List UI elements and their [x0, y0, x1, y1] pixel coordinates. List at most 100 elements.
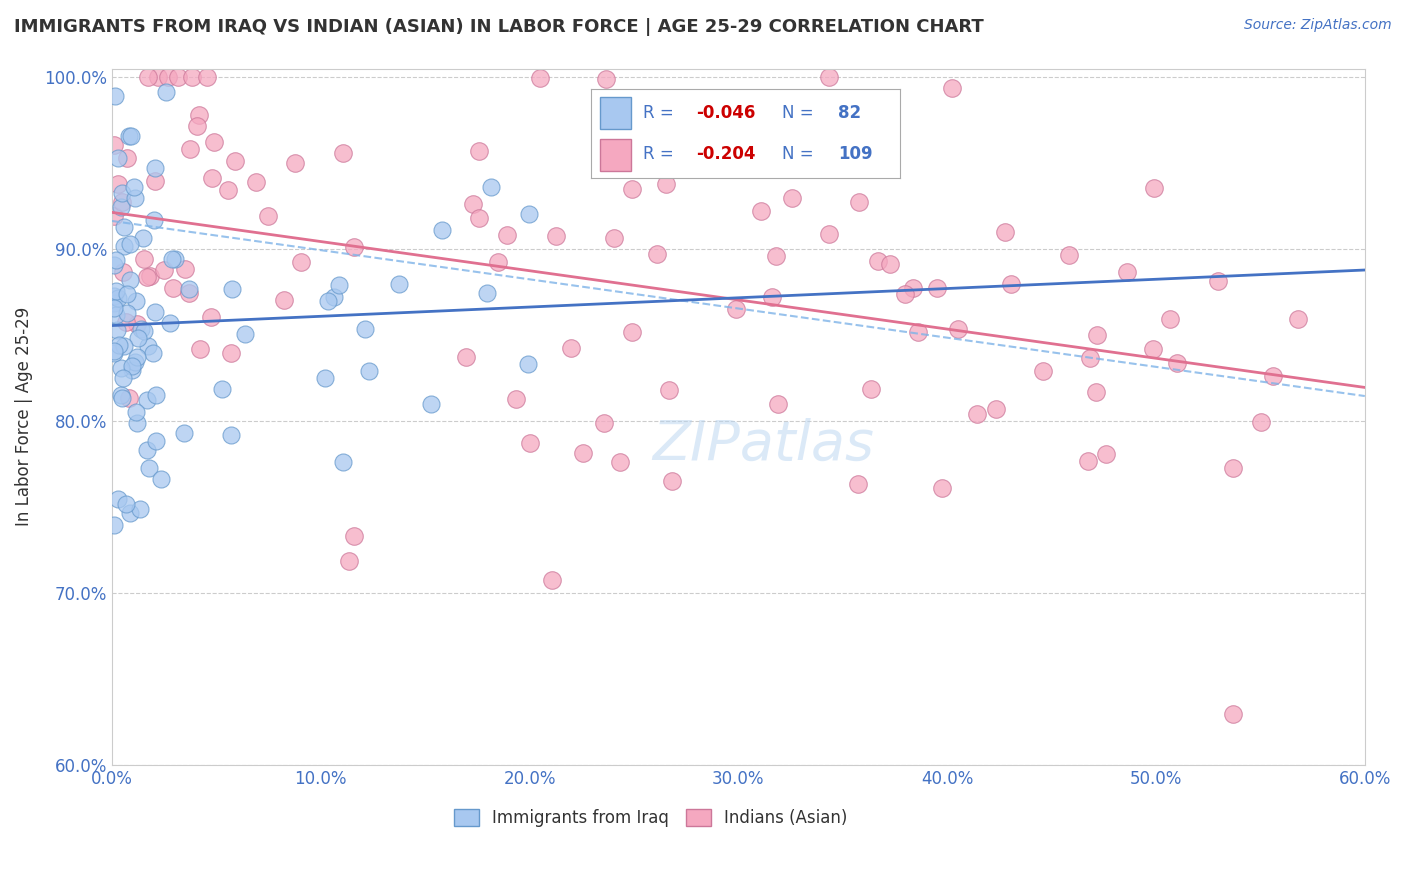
Point — [1159, 311, 1181, 326]
Point — [560, 341, 582, 355]
Text: -0.204: -0.204 — [696, 145, 755, 163]
Point — [110, 391, 132, 405]
Point — [328, 277, 350, 292]
Point — [201, 171, 224, 186]
Point — [111, 371, 134, 385]
Text: N =: N = — [782, 104, 820, 122]
Point — [115, 287, 138, 301]
Point — [966, 408, 988, 422]
Point — [273, 293, 295, 308]
Point — [529, 71, 551, 86]
Point — [179, 141, 201, 155]
Point — [219, 345, 242, 359]
Point — [879, 257, 901, 271]
Point — [173, 426, 195, 441]
Point — [115, 497, 138, 511]
Point — [107, 152, 129, 166]
Point — [125, 404, 148, 418]
Point — [860, 382, 883, 396]
Point — [1116, 265, 1139, 279]
Point — [486, 255, 509, 269]
Point — [118, 129, 141, 144]
Point — [224, 153, 246, 168]
Point — [132, 231, 155, 245]
Point — [388, 277, 411, 292]
Point — [637, 120, 659, 135]
Point — [846, 477, 869, 491]
Text: N =: N = — [782, 145, 820, 163]
Point — [124, 180, 146, 194]
Point — [658, 383, 681, 397]
Point — [177, 286, 200, 301]
Point — [132, 324, 155, 338]
Point — [111, 186, 134, 200]
Point — [468, 144, 491, 158]
Text: R =: R = — [643, 145, 679, 163]
Point — [322, 290, 344, 304]
Point — [725, 301, 748, 316]
Point — [343, 240, 366, 254]
Point — [103, 137, 125, 152]
Point — [153, 263, 176, 277]
Point — [907, 325, 929, 339]
Point — [103, 258, 125, 272]
Point — [211, 382, 233, 396]
Point — [118, 272, 141, 286]
Point — [163, 252, 186, 266]
Point — [1250, 415, 1272, 429]
Point — [202, 136, 225, 150]
Point — [111, 195, 134, 210]
Text: ZIPatlas: ZIPatlas — [652, 418, 875, 471]
Point — [456, 350, 478, 364]
Point — [765, 249, 787, 263]
Point — [117, 392, 139, 406]
Point — [159, 316, 181, 330]
Text: IMMIGRANTS FROM IRAQ VS INDIAN (ASIAN) IN LABOR FORCE | AGE 25-29 CORRELATION CH: IMMIGRANTS FROM IRAQ VS INDIAN (ASIAN) I… — [14, 18, 984, 36]
Point — [200, 310, 222, 325]
Y-axis label: In Labor Force | Age 25-29: In Labor Force | Age 25-29 — [15, 307, 32, 526]
Point — [245, 175, 267, 189]
Point — [103, 288, 125, 302]
Point — [136, 442, 159, 457]
Point — [121, 359, 143, 373]
Point — [621, 325, 644, 339]
Point — [103, 518, 125, 533]
Point — [127, 417, 149, 431]
Point — [162, 281, 184, 295]
Point — [1094, 446, 1116, 460]
Point — [104, 89, 127, 103]
Point — [1077, 453, 1099, 467]
Text: Source: ZipAtlas.com: Source: ZipAtlas.com — [1244, 18, 1392, 32]
Point — [602, 231, 624, 245]
Point — [115, 315, 138, 329]
Point — [592, 417, 614, 431]
Point — [1000, 277, 1022, 291]
Point — [107, 178, 129, 192]
Point — [353, 322, 375, 336]
Point — [595, 72, 617, 87]
Point — [357, 364, 380, 378]
Point — [925, 280, 948, 294]
Point — [894, 286, 917, 301]
Point — [107, 492, 129, 507]
Point — [143, 305, 166, 319]
Point — [110, 388, 132, 402]
FancyBboxPatch shape — [600, 139, 631, 171]
Point — [572, 446, 595, 460]
Point — [142, 346, 165, 360]
Point — [186, 119, 208, 133]
Point — [654, 177, 676, 191]
Point — [647, 247, 669, 261]
Point — [343, 529, 366, 543]
Point — [219, 427, 242, 442]
Point — [136, 269, 159, 284]
Point — [118, 506, 141, 520]
Point — [519, 436, 541, 450]
Point — [142, 213, 165, 227]
Point — [136, 70, 159, 84]
Point — [661, 475, 683, 489]
Point — [1085, 327, 1108, 342]
Point — [948, 322, 970, 336]
Point — [217, 182, 239, 196]
Point — [115, 306, 138, 320]
